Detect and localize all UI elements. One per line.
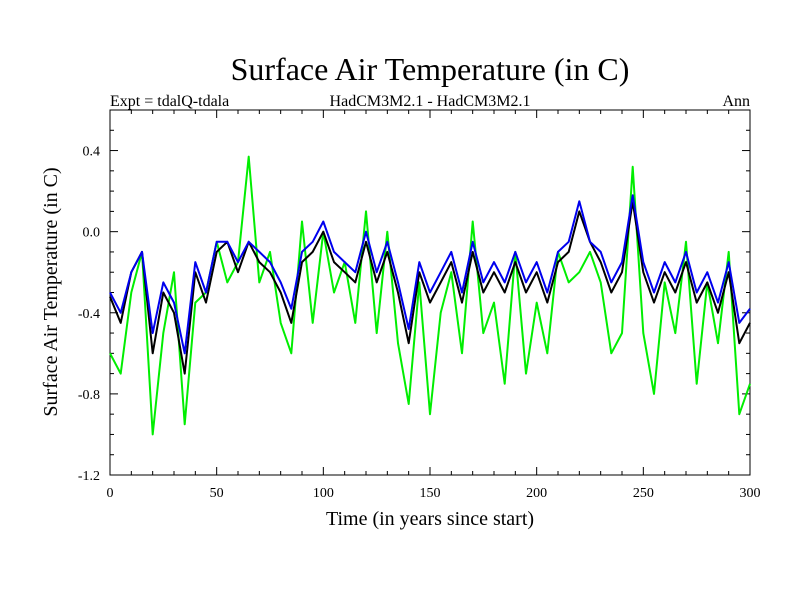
series-line-green [109, 155, 751, 436]
y-axis-ticks: -1.2 -0.8 -0.4 0.0 0.4 [78, 109, 750, 484]
x-axis-label: Time (in years since start) [326, 508, 534, 530]
x-tick-label: 50 [210, 486, 224, 501]
series-layer [109, 155, 751, 436]
y-tick-label: 0.4 [83, 145, 101, 160]
y-tick-label: -0.4 [78, 307, 100, 322]
series-line-blue [109, 194, 751, 355]
x-tick-label: 250 [633, 486, 654, 501]
x-tick-label: 150 [420, 486, 441, 501]
x-tick-label: 0 [107, 486, 114, 501]
x-tick-label: 100 [313, 486, 334, 501]
series-line-black [109, 200, 751, 375]
y-tick-label: 0.0 [83, 226, 101, 241]
chart-title: Surface Air Temperature (in C) [231, 51, 630, 87]
x-tick-label: 200 [526, 486, 547, 501]
x-axis-ticks: 0 50 100 150 200 250 300 [107, 110, 761, 501]
x-tick-label: 300 [740, 486, 761, 501]
chart-subtitle-left: Expt = tdalQ-tdala [110, 93, 229, 110]
y-tick-label: -1.2 [78, 469, 100, 484]
chart-subtitle-center: HadCM3M2.1 - HadCM3M2.1 [330, 93, 531, 110]
y-tick-label: -0.8 [78, 388, 100, 403]
chart-subtitle-right: Ann [722, 93, 750, 110]
y-axis-label: Surface Air Temperature (in C) [40, 167, 62, 416]
